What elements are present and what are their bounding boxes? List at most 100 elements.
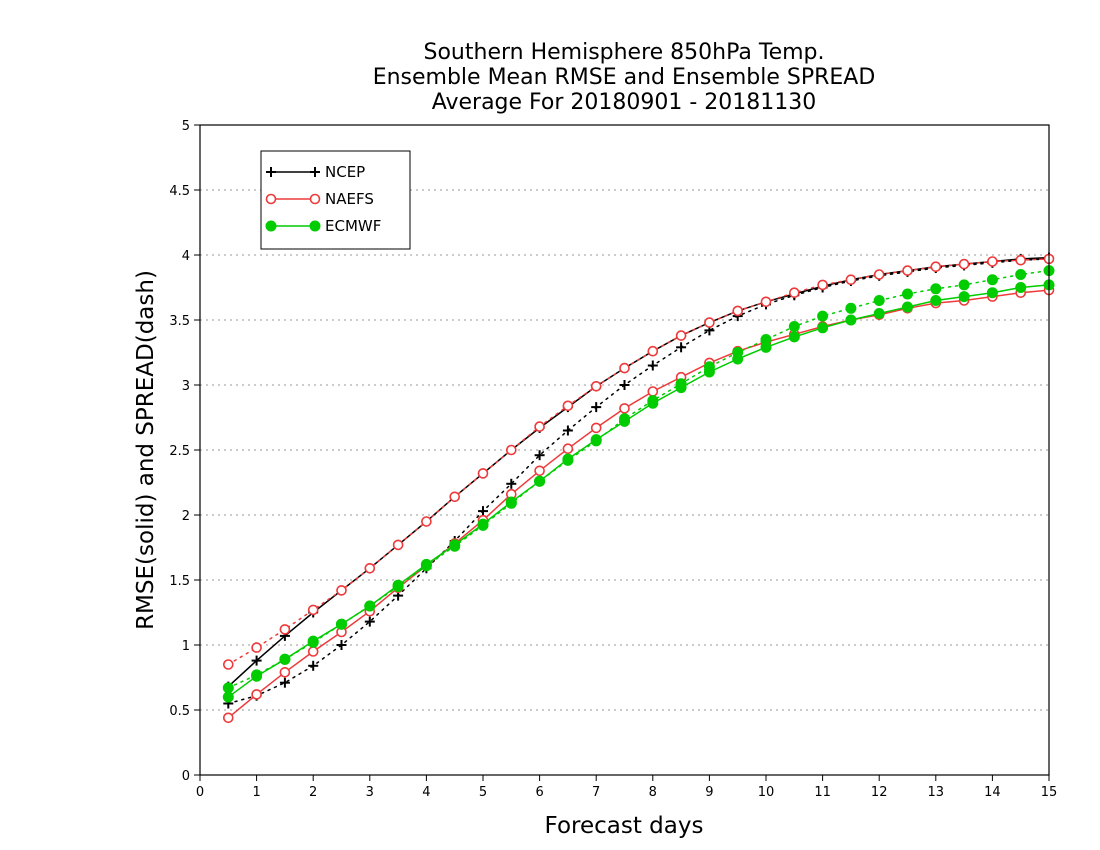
rmse-line-naefs [227, 289, 1050, 719]
spread-point [392, 539, 404, 551]
series-ecmwf [222, 265, 1055, 703]
spread-point [223, 659, 234, 670]
y-tick-label: 0 [182, 769, 190, 784]
rmse-point [732, 353, 744, 365]
spread-point [591, 402, 602, 413]
spread-point [364, 616, 375, 627]
rmse-point [279, 666, 291, 678]
rmse-point [251, 689, 262, 700]
rmse-line-ecmwf [227, 284, 1050, 698]
spread-point [930, 261, 942, 273]
legend-marker [309, 193, 321, 205]
rmse-point [760, 341, 772, 353]
rmse-point [845, 314, 857, 326]
spread-point [788, 287, 800, 299]
y-tick-label: 3 [182, 379, 190, 394]
rmse-point [930, 295, 942, 306]
spread-point [562, 400, 574, 412]
y-tick-label: 3.5 [169, 314, 190, 329]
x-tick-label: 3 [366, 785, 374, 800]
legend: NCEP NAEFS ECMWF [260, 150, 411, 250]
rmse-point [647, 386, 659, 397]
chart-title: Southern Hemisphere 850hPa Temp. Ensembl… [373, 40, 876, 115]
rmse-point [590, 422, 602, 434]
rmse-point [534, 465, 545, 477]
spread-point [222, 682, 234, 694]
legend-item-ecmwf: ECMWF [265, 217, 381, 235]
spread-point [307, 604, 319, 616]
y-tick-label: 0.5 [169, 704, 190, 719]
x-tick-label: 11 [814, 785, 831, 800]
spread-point [958, 258, 970, 270]
legend-label: NCEP [325, 163, 365, 181]
spread-point [1015, 254, 1027, 266]
rmse-point [420, 558, 432, 570]
legend-marker [265, 193, 277, 205]
x-tick-label: 7 [592, 785, 600, 800]
spread-point [590, 380, 602, 392]
spread-point [817, 279, 828, 291]
spread-point [647, 345, 659, 357]
spread-point [675, 330, 687, 341]
x-tick-label: 14 [984, 785, 1001, 800]
legend-item-naefs: NAEFS [265, 190, 374, 208]
x-tick-label: 15 [1041, 785, 1058, 800]
rmse-point [958, 291, 970, 303]
rmse-point [647, 397, 659, 409]
rmse-point [534, 475, 546, 487]
spread-point [449, 491, 461, 503]
x-tick-label: 2 [309, 785, 317, 800]
rmse-point [675, 382, 687, 394]
rmse-point [223, 712, 234, 724]
spread-point [760, 296, 772, 308]
y-tick-label: 2.5 [169, 444, 190, 459]
y-tick-label: 2 [182, 509, 190, 524]
legend-label: ECMWF [325, 217, 381, 235]
spread-point [364, 562, 376, 574]
rmse-point [251, 670, 263, 682]
y-tick-label: 1.5 [169, 574, 190, 589]
spread-point [562, 425, 573, 436]
legend-marker [265, 220, 277, 232]
rmse-point [477, 518, 489, 530]
rmse-point [279, 653, 291, 665]
y-tick-label: 4 [182, 249, 190, 264]
spread-point [676, 342, 687, 353]
spread-point [279, 677, 290, 688]
rmse-point [590, 434, 602, 446]
rmse-point [307, 635, 319, 647]
x-tick-label: 9 [705, 785, 713, 800]
rmse-point [222, 691, 234, 703]
spread-point [336, 640, 347, 650]
spread-point [873, 269, 885, 280]
rmse-line-ncep [227, 256, 1050, 688]
legend-label: NAEFS [325, 190, 374, 208]
spread-point [421, 516, 432, 527]
x-tick-label: 13 [928, 785, 945, 800]
spread-line-ncep [227, 258, 1050, 705]
spread-point [477, 468, 489, 479]
rmse-point [562, 443, 574, 455]
legend-marker [266, 167, 276, 177]
x-tick-label: 10 [758, 785, 775, 800]
spread-point [478, 506, 488, 517]
spread-point [732, 305, 744, 317]
rmse-point [392, 579, 404, 591]
x-tick-label: 5 [479, 785, 487, 800]
spread-point [534, 421, 545, 432]
title-line-2: Ensemble Mean RMSE and Ensemble SPREAD [373, 65, 876, 90]
rmse-point [619, 403, 630, 414]
spread-point [1015, 269, 1027, 280]
spread-point [647, 360, 658, 371]
rmse-point [873, 308, 885, 319]
x-tick-label: 8 [649, 785, 657, 800]
y-axis-label: RMSE(solid) and SPREAD(dash) [133, 270, 159, 630]
spread-point [902, 288, 913, 300]
rmse-point [788, 331, 800, 343]
spread-point [279, 624, 291, 635]
spread-point [619, 380, 630, 390]
y-tick-label: 4.5 [169, 184, 190, 199]
series-ncep [223, 252, 1054, 709]
spread-point [251, 642, 262, 653]
